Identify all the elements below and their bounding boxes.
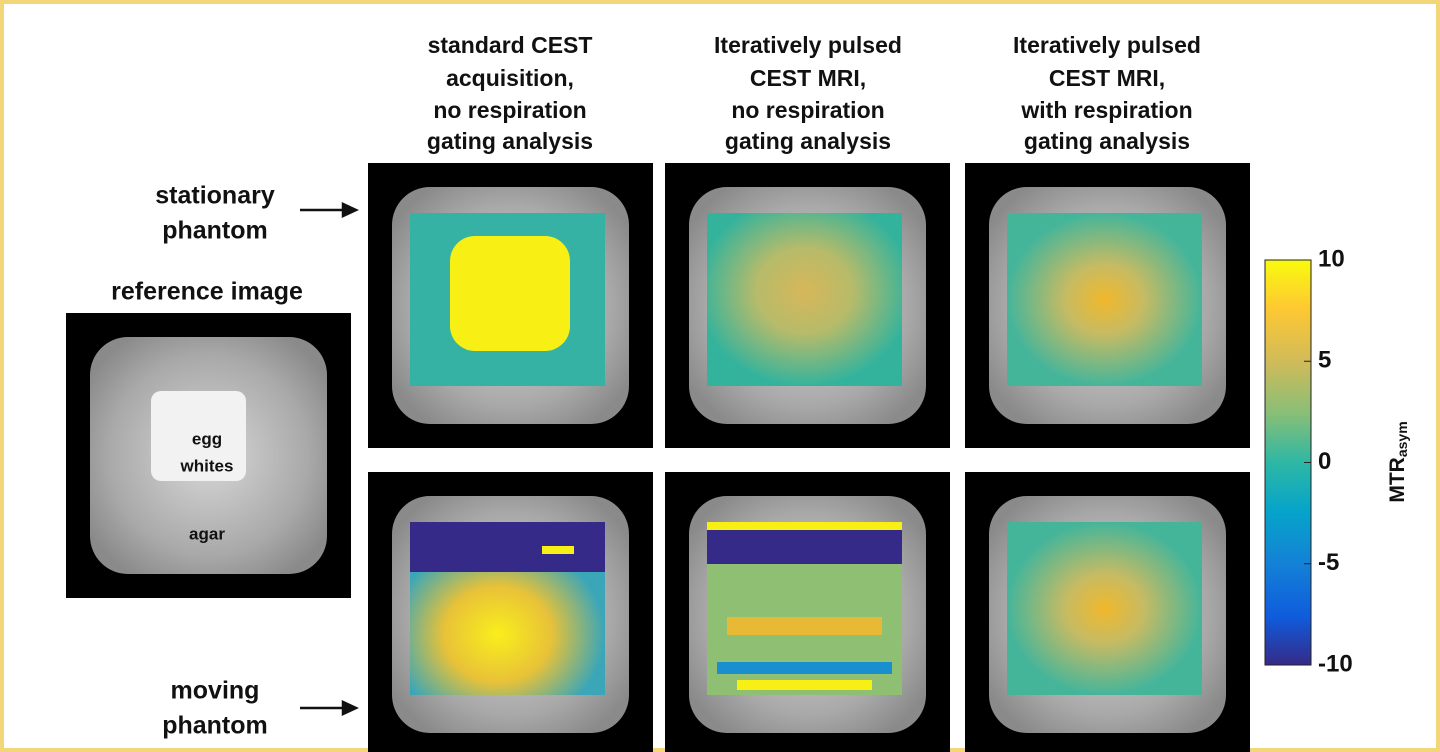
column-header: gating analysis: [427, 128, 593, 154]
region-label: egg: [192, 429, 222, 448]
row-label: phantom: [162, 217, 268, 245]
panels: [66, 163, 1250, 752]
map-band: [410, 522, 605, 572]
colorbar-axis: 10 5 0 -5 -10: [1304, 245, 1353, 677]
egg-region: [151, 391, 246, 481]
column-header: acquisition,: [446, 65, 574, 91]
map-band: [542, 546, 574, 554]
column-header: gating analysis: [1024, 128, 1190, 154]
map-band: [727, 617, 882, 635]
arrows: [300, 202, 359, 716]
colorbar: [1264, 259, 1312, 666]
reference-title: reference image: [111, 278, 303, 306]
colorbar-tick-label: 10: [1318, 245, 1345, 272]
column-header: with respiration: [1020, 97, 1192, 123]
row-label: stationary: [155, 182, 275, 210]
region-label: agar: [189, 524, 225, 543]
colorbar-label: MTRasym: [1386, 421, 1410, 502]
colorbar-label-main: MTR: [1386, 457, 1409, 503]
colorbar-tick-label: 5: [1318, 347, 1331, 374]
map-band: [737, 680, 872, 690]
column-header: CEST MRI,: [1049, 65, 1165, 91]
column-header: no respiration: [731, 97, 884, 123]
map-band: [707, 522, 902, 530]
colorbar-tick-label: 0: [1318, 448, 1331, 475]
column-header: no respiration: [433, 97, 586, 123]
map-band: [717, 662, 892, 674]
column-header: Iteratively pulsed: [714, 32, 902, 58]
colorbar-label-sub: asym: [1394, 421, 1410, 457]
row-label: moving: [171, 677, 260, 705]
column-header: standard CEST: [428, 32, 593, 58]
column-header: Iteratively pulsed: [1013, 32, 1201, 58]
column-header: CEST MRI,: [750, 65, 866, 91]
colorbar-tick-label: -5: [1318, 549, 1339, 576]
map: [707, 213, 902, 386]
row-label: phantom: [162, 712, 268, 740]
map: [1007, 522, 1202, 695]
map: [1007, 213, 1202, 386]
column-header: gating analysis: [725, 128, 891, 154]
map-hot: [450, 236, 570, 351]
colorbar-tick-label: -10: [1318, 650, 1353, 677]
region-label: whites: [180, 456, 234, 475]
